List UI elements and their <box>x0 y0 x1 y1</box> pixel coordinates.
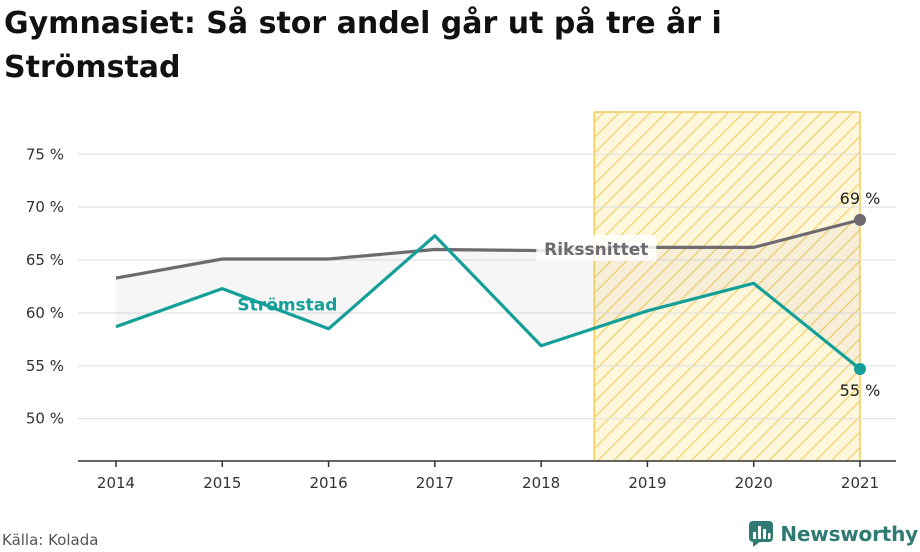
x-tick-label: 2017 <box>416 474 454 492</box>
x-tick-label: 2015 <box>203 474 241 492</box>
y-tick-label: 65 % <box>26 251 64 269</box>
y-tick-label: 60 % <box>26 304 64 322</box>
y-tick-label: 55 % <box>26 357 64 375</box>
endpoint-rikssnittet <box>854 213 866 226</box>
newsworthy-icon <box>749 521 774 547</box>
x-tick-label: 2021 <box>841 474 879 492</box>
source-note: Källa: Kolada <box>2 531 99 549</box>
gap-area <box>116 219 860 369</box>
x-tick-label: 2018 <box>522 474 560 492</box>
endpoint-stromstad <box>854 362 866 375</box>
x-axis: 2014 2015 2016 2017 2018 2019 2020 2021 <box>78 460 896 492</box>
series-label-rikssnittet: Rikssnittet <box>544 240 648 260</box>
brand-name: Newsworthy <box>780 522 918 546</box>
x-tick-label: 2020 <box>735 474 773 492</box>
series-line-stromstad <box>115 234 862 371</box>
series-label-stromstad: Strömstad <box>237 295 337 315</box>
x-tick-label: 2019 <box>628 474 666 492</box>
series-line-rikssnittet <box>115 218 861 280</box>
y-tick-label: 70 % <box>26 198 64 216</box>
highlight-band <box>594 112 860 461</box>
rikssnittet-label-bg <box>536 234 657 261</box>
gridlines: 50 % 55 % 60 % 65 % 70 % 75 % <box>26 145 896 428</box>
end-value-label-stromstad: 55 % <box>840 381 881 400</box>
end-value-label-rikssnittet: 69 % <box>840 189 881 208</box>
chart-title: Gymnasiet: Så stor andel går ut på tre å… <box>4 6 722 85</box>
y-tick-label: 50 % <box>26 410 64 428</box>
brand-logo: Newsworthy <box>748 520 918 548</box>
series-lines <box>115 213 866 375</box>
gap-shading <box>116 219 860 369</box>
y-tick-label: 75 % <box>26 145 64 163</box>
forecast-highlight-band <box>593 111 861 461</box>
x-tick-label: 2016 <box>309 474 347 492</box>
labels: 69 % 55 % Rikssnittet Strömstad <box>237 189 880 400</box>
x-tick-label: 2014 <box>97 474 135 492</box>
